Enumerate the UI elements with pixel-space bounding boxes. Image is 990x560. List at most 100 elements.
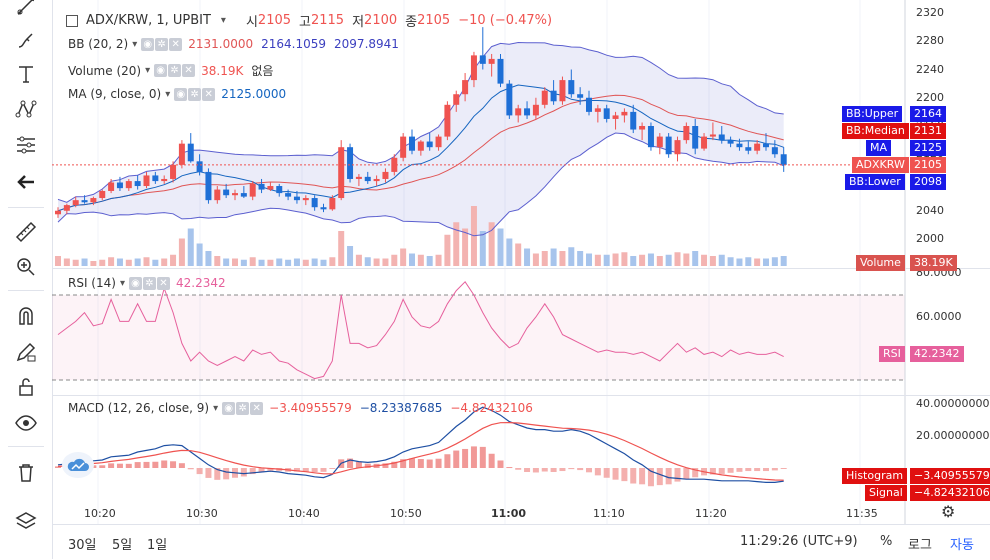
price-scale-label: 2040 xyxy=(916,203,944,217)
volume-bar xyxy=(347,246,354,266)
range-1d-button[interactable]: 1일 xyxy=(147,538,168,553)
pencil-lock-icon[interactable] xyxy=(10,338,42,366)
volume-bar xyxy=(488,222,495,266)
magnet-icon[interactable] xyxy=(10,302,42,330)
chevron-down-icon[interactable]: ▾ xyxy=(165,88,171,100)
chevron-down-icon[interactable]: ▾ xyxy=(119,277,125,289)
ma-name[interactable]: MA (9, close, 0) xyxy=(68,87,162,101)
close-icon[interactable]: ✕ xyxy=(250,401,264,415)
eye-icon[interactable]: ◉ xyxy=(174,87,188,101)
range-30d-button[interactable]: 30일 xyxy=(68,538,97,553)
volume-bar xyxy=(170,254,177,266)
symbol-title[interactable]: ADX/KRW, 1, UPBIT xyxy=(86,13,211,28)
macd-hist-bar xyxy=(612,468,619,480)
indicator-controls[interactable]: ◉ ✲ ✕ xyxy=(174,87,216,101)
candle-body xyxy=(727,140,734,144)
macd-hist-bar xyxy=(497,460,504,468)
eye-icon[interactable] xyxy=(10,409,42,437)
close-icon[interactable]: ✕ xyxy=(169,37,183,51)
bb-name[interactable]: BB (20, 2) xyxy=(68,37,129,51)
gear-icon[interactable]: ✲ xyxy=(142,276,156,290)
cloud-logo[interactable] xyxy=(62,452,94,478)
indicator-controls[interactable]: ◉ ✲ ✕ xyxy=(128,276,170,290)
layers-icon[interactable] xyxy=(10,507,42,535)
macd-hist-bar xyxy=(647,468,654,487)
fib-tool-icon[interactable] xyxy=(10,131,42,159)
chevron-down-icon[interactable]: ▾ xyxy=(145,65,151,76)
trash-icon[interactable] xyxy=(10,459,42,487)
indicator-controls[interactable]: ◉ ✲ ✕ xyxy=(154,64,196,77)
ruler-icon[interactable] xyxy=(10,218,42,246)
bb-band-fill xyxy=(58,42,784,236)
eye-icon[interactable]: ◉ xyxy=(128,276,142,290)
bottom-bar: 30일 5일 1일 11:29:26 (UTC+9) % 로그 자동 xyxy=(52,524,990,560)
volume-bar xyxy=(701,254,708,266)
rsi-tag-value: 42.2342 xyxy=(910,346,964,362)
candle-body xyxy=(771,147,778,155)
macd-hist-bar xyxy=(417,459,424,468)
macd-hist-bar xyxy=(621,468,628,482)
volume-bar xyxy=(745,257,752,266)
candle-body xyxy=(382,171,389,179)
eye-icon[interactable]: ◉ xyxy=(222,401,236,415)
eye-icon[interactable]: ◉ xyxy=(154,64,168,77)
close-icon[interactable]: ✕ xyxy=(202,87,216,101)
macd-hist-bar xyxy=(771,468,778,471)
settings-gear-icon[interactable]: ⚙ xyxy=(941,502,956,521)
close-icon[interactable]: ✕ xyxy=(156,276,170,290)
volume-bar xyxy=(293,258,300,266)
indicator-controls[interactable]: ◉ ✲ ✕ xyxy=(222,401,264,415)
macd-hist-bar xyxy=(559,468,566,472)
volume-bar xyxy=(338,231,345,266)
volume-bar xyxy=(223,258,230,266)
collapse-icon[interactable] xyxy=(66,14,78,27)
pattern-icon[interactable] xyxy=(10,95,42,123)
toolbar-divider xyxy=(8,290,44,291)
chevron-down-icon[interactable]: ▾ xyxy=(213,402,219,414)
trend-line-icon[interactable] xyxy=(10,0,42,20)
macd-name[interactable]: MACD (12, 26, close, 9) xyxy=(68,401,210,415)
text-tool-icon[interactable] xyxy=(10,60,42,88)
percent-toggle[interactable]: % xyxy=(880,534,893,549)
gear-icon[interactable]: ✲ xyxy=(188,87,202,101)
indicator-controls[interactable]: ◉ ✲ ✕ xyxy=(141,37,183,51)
candle-body xyxy=(116,182,123,189)
brush-icon[interactable] xyxy=(10,26,42,54)
macd-hist-bar xyxy=(267,468,274,471)
log-toggle[interactable]: 로그 xyxy=(908,538,932,553)
volume-bar xyxy=(426,256,433,266)
zoom-in-icon[interactable] xyxy=(10,253,42,281)
auto-toggle[interactable]: 자동 xyxy=(950,538,974,553)
candle-body xyxy=(444,104,451,137)
close-icon[interactable]: ✕ xyxy=(182,64,196,77)
chevron-down-icon[interactable]: ▾ xyxy=(132,38,138,50)
macd-hist-bar xyxy=(391,461,398,468)
lock-icon[interactable] xyxy=(10,373,42,401)
volume-bar xyxy=(116,258,123,266)
volume-bar xyxy=(621,252,628,266)
rsi-band xyxy=(52,295,905,380)
volume-bar xyxy=(683,253,690,266)
volume-name[interactable]: Volume (20) xyxy=(68,63,142,78)
gear-icon[interactable]: ✲ xyxy=(155,37,169,51)
signal-line xyxy=(57,421,784,481)
eye-icon[interactable]: ◉ xyxy=(141,37,155,51)
volume-bar xyxy=(718,254,725,266)
gear-icon[interactable]: ✲ xyxy=(236,401,250,415)
clock-display[interactable]: 11:29:26 (UTC+9) xyxy=(740,534,858,549)
price-scale-label: 2280 xyxy=(916,34,944,48)
volume-bar xyxy=(232,258,238,266)
chevron-down-icon[interactable]: ▾ xyxy=(220,15,226,26)
range-5d-button[interactable]: 5일 xyxy=(112,538,133,553)
time-axis-label: 11:00 xyxy=(491,507,527,520)
macd-hist-bar xyxy=(745,468,752,472)
volume-bar xyxy=(532,253,539,266)
rsi-name[interactable]: RSI (14) xyxy=(68,276,116,290)
histogram-tag: Histogram xyxy=(842,468,908,484)
macd-hist-bar xyxy=(577,468,584,471)
macd-hist-bar xyxy=(355,461,362,468)
gear-icon[interactable]: ✲ xyxy=(168,64,182,77)
macd-hist-bar xyxy=(214,468,221,480)
arrow-left-icon[interactable] xyxy=(10,168,42,196)
